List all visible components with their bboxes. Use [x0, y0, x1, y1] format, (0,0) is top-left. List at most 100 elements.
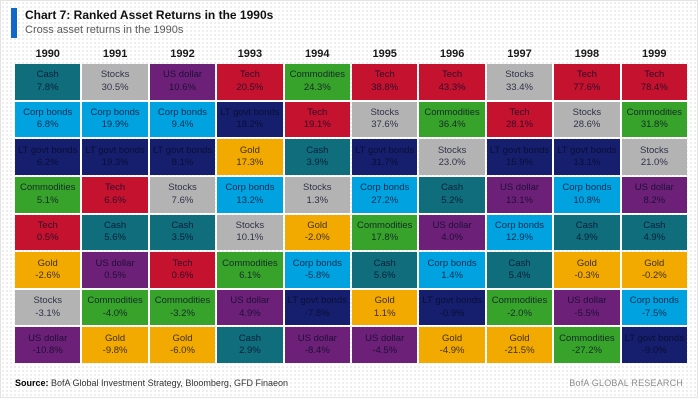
asset-return: 0.5%	[36, 232, 59, 244]
asset-cell: LT govt bonds -7.8%	[284, 289, 350, 326]
asset-return: 13.1%	[506, 194, 533, 206]
asset-cell: Tech 0.6%	[149, 252, 216, 288]
asset-cell: Stocks 28.6%	[554, 101, 620, 138]
asset-cell: Gold -2.6%	[15, 252, 81, 288]
asset-return: -0.9%	[439, 307, 465, 319]
asset-cell: Tech 78.4%	[621, 64, 687, 100]
asset-return: -6.0%	[170, 345, 195, 357]
year-column-1990: 1990 Cash 7.8% Corp bonds 6.8% LT govt bonds 6…	[15, 45, 81, 363]
asset-return: -9.8%	[102, 345, 128, 357]
asset-return: -2.6%	[35, 269, 61, 281]
asset-return: 24.3%	[303, 81, 331, 93]
asset-return: 5.4%	[508, 269, 531, 281]
asset-name: Tech	[576, 69, 597, 81]
asset-return: 77.6%	[573, 81, 601, 93]
asset-cell: Gold -2.0%	[284, 214, 350, 251]
asset-cell: Commodities -27.2%	[554, 327, 620, 363]
asset-name: Corp bonds	[23, 107, 73, 119]
asset-cell: Commodities -2.0%	[486, 289, 553, 326]
asset-cell: US dollar 4.0%	[419, 214, 485, 251]
asset-return: 5.6%	[104, 232, 126, 244]
asset-name: Corp bonds	[157, 107, 208, 119]
asset-cell: Tech 28.1%	[486, 101, 553, 138]
year-column-1998: 1998 Tech 77.6% Stocks 28.6% LT govt bonds 13.…	[554, 45, 620, 363]
asset-name: Tech	[105, 182, 126, 194]
asset-name: Corp bonds	[494, 219, 545, 231]
asset-name: Stocks	[100, 69, 130, 81]
asset-return: 30.5%	[101, 81, 129, 93]
asset-return: 6.2%	[36, 157, 59, 169]
asset-cell: US dollar -10.8%	[15, 327, 81, 363]
asset-cell: Tech 6.6%	[82, 176, 148, 213]
year-header: 1999	[642, 47, 667, 60]
asset-cell: LT govt bonds 31.7%	[352, 139, 418, 175]
asset-cell: Cash 5.6%	[82, 214, 148, 251]
asset-return: 3.5%	[171, 232, 194, 244]
asset-name: Corp bonds	[427, 257, 477, 269]
asset-name: Stocks	[640, 144, 669, 156]
asset-name: Cash	[36, 69, 59, 81]
asset-cell: Gold -6.0%	[149, 327, 216, 363]
asset-cell: Gold -9.8%	[82, 327, 148, 363]
asset-name: Cash	[171, 219, 194, 231]
asset-name: Corp bonds	[562, 182, 612, 194]
asset-name: Cash	[441, 182, 464, 194]
asset-name: US dollar	[28, 332, 68, 344]
asset-return: 0.6%	[171, 269, 194, 281]
asset-cell: Commodities -4.0%	[82, 289, 148, 326]
asset-name: Gold	[509, 332, 530, 344]
asset-cell: Tech 20.5%	[217, 64, 283, 100]
asset-name: Commodities	[222, 257, 278, 269]
asset-name: LT govt bonds	[557, 144, 617, 156]
asset-cell: Corp bonds 1.4%	[419, 252, 485, 288]
asset-name: Cash	[238, 332, 261, 344]
asset-return: -5.8%	[304, 269, 330, 281]
asset-return: -3.2%	[170, 307, 195, 319]
asset-name: Cash	[373, 257, 396, 269]
asset-return: 5.6%	[373, 269, 396, 281]
asset-name: Tech	[172, 257, 193, 269]
asset-return: 4.9%	[239, 307, 261, 319]
asset-return: 7.6%	[171, 194, 194, 206]
asset-name: Commodities	[424, 107, 480, 119]
asset-cell: Tech 77.6%	[554, 64, 620, 100]
asset-return: 5.2%	[441, 194, 463, 206]
asset-name: US dollar	[162, 69, 203, 81]
asset-return: 28.1%	[506, 119, 533, 131]
asset-name: US dollar	[567, 295, 607, 307]
asset-name: Stocks	[168, 182, 197, 194]
asset-cell: Commodities 36.4%	[419, 101, 485, 138]
asset-cell: Gold -21.5%	[486, 327, 553, 363]
year-header: 1991	[102, 47, 128, 60]
year-column-1995: 1995 Tech 38.8% Stocks 37.6% LT govt bonds 31.…	[352, 45, 418, 363]
asset-return: 13.1%	[573, 157, 601, 169]
asset-name: Cash	[508, 257, 531, 269]
asset-cell: Gold -0.3%	[554, 252, 620, 288]
asset-cell: Cash 2.9%	[217, 327, 283, 363]
asset-cell: Tech 43.3%	[419, 64, 485, 100]
asset-cell: Stocks 10.1%	[217, 214, 283, 251]
asset-return: 15.9%	[506, 157, 533, 169]
asset-name: Stocks	[235, 219, 265, 231]
asset-name: Commodities	[559, 332, 615, 344]
asset-cell: Corp bonds 9.4%	[149, 101, 216, 138]
asset-name: LT govt bonds	[152, 144, 213, 156]
asset-return: 10.6%	[169, 81, 196, 93]
asset-cell: Cash 7.8%	[15, 64, 81, 100]
asset-return: 19.3%	[101, 157, 129, 169]
asset-cell: Gold 1.1%	[352, 289, 418, 326]
source-label: Source:	[15, 378, 49, 388]
year-header: 1993	[237, 47, 263, 60]
asset-name: US dollar	[95, 257, 135, 269]
asset-name: Commodities	[87, 295, 143, 307]
asset-return: -0.2%	[641, 269, 667, 281]
asset-return: 1.3%	[306, 194, 329, 206]
asset-return: 23.0%	[438, 157, 466, 169]
asset-return: 19.9%	[101, 119, 129, 131]
asset-cell: Stocks 21.0%	[621, 139, 687, 175]
year-header: 1994	[305, 47, 330, 60]
asset-cell: Stocks 1.3%	[284, 176, 350, 213]
asset-cell: Tech 38.8%	[352, 64, 418, 100]
asset-name: LT govt bonds	[489, 144, 550, 156]
asset-return: -5.5%	[574, 307, 600, 319]
